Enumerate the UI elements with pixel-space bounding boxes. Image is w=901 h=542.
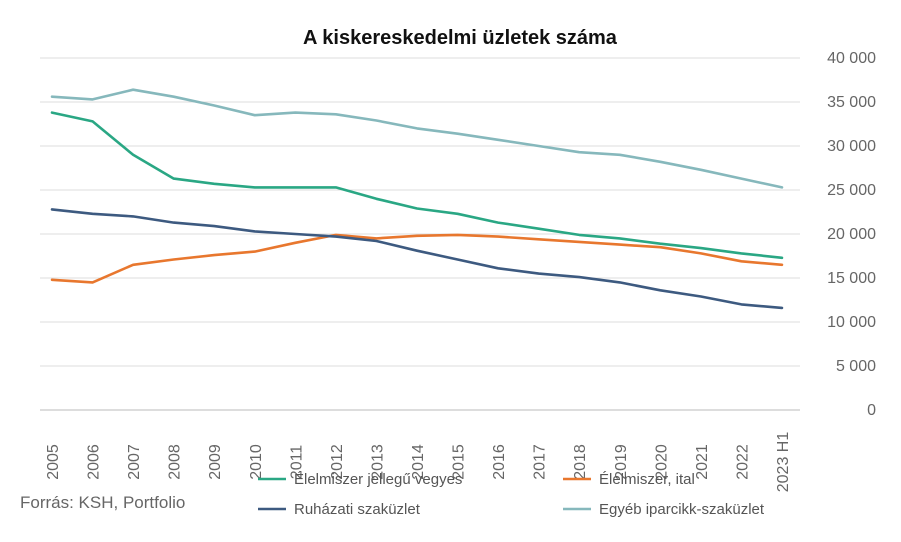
x-tick-label: 2023 H1	[775, 432, 792, 493]
y-tick-label: 40 000	[827, 50, 876, 67]
series-line	[50, 233, 784, 284]
x-tick-label: 2008	[167, 444, 184, 480]
x-axis: 2005 2006 2007 2008 2009 2010 2011 2012 2013 2014…	[45, 432, 792, 493]
y-tick-label: 25 000	[827, 182, 876, 199]
y-tick-label: 0	[867, 402, 876, 419]
x-tick-label: 2020	[653, 444, 670, 480]
x-tick-label: 2017	[532, 444, 549, 480]
x-tick-label: 2012	[329, 444, 346, 480]
x-tick-label: 2015	[451, 444, 468, 480]
y-tick-label: 5 000	[836, 358, 876, 375]
x-tick-label: 2014	[410, 444, 427, 480]
legend-label: Egyéb iparcikk-szaküzlet	[599, 501, 765, 518]
series-lines	[50, 88, 784, 310]
x-tick-label: 2010	[248, 444, 265, 480]
legend-label: Élelmiszer jellegű vegyes	[294, 471, 462, 488]
source-note: Forrás: KSH, Portfolio	[20, 493, 185, 512]
y-tick-label: 20 000	[827, 226, 876, 243]
legend-label: Élelmiszer, ital	[599, 471, 695, 488]
series-line	[50, 111, 784, 260]
x-tick-label: 2021	[694, 444, 711, 480]
x-tick-label: 2005	[45, 444, 62, 480]
gridlines	[40, 57, 800, 411]
y-tick-label: 35 000	[827, 94, 876, 111]
x-tick-label: 2016	[491, 444, 508, 480]
y-tick-label: 10 000	[827, 314, 876, 331]
legend: Élelmiszer jellegű vegyes Élelmiszer, ita…	[258, 471, 765, 518]
x-tick-label: 2006	[86, 444, 103, 480]
legend-label: Ruházati szaküzlet	[294, 501, 421, 518]
x-tick-label: 2019	[613, 444, 630, 480]
x-tick-label: 2009	[207, 444, 224, 480]
y-axis: 0 5 000 10 000 15 000 20 000 25 000 30 000 35 0…	[827, 50, 876, 419]
series-line	[50, 208, 784, 310]
chart-title: A kiskereskedelmi üzletek száma	[303, 27, 618, 49]
y-tick-label: 15 000	[827, 270, 876, 287]
x-tick-label: 2022	[734, 444, 751, 480]
x-tick-label: 2007	[126, 444, 143, 480]
series-line	[50, 88, 784, 189]
x-tick-label: 2018	[572, 444, 589, 480]
y-tick-label: 30 000	[827, 138, 876, 155]
x-tick-label: 2013	[369, 444, 386, 480]
x-tick-label: 2011	[288, 445, 305, 480]
